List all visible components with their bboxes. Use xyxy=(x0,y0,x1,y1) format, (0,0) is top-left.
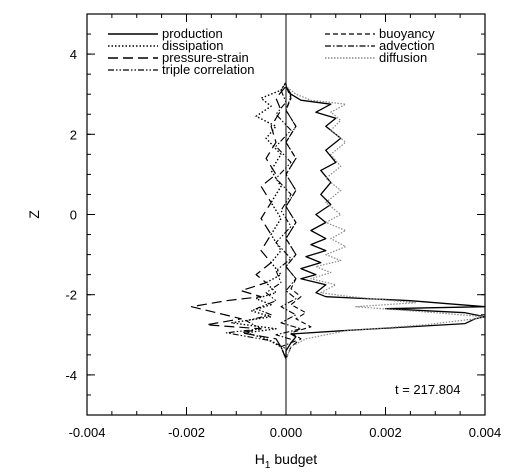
y-tick-label: 4 xyxy=(70,47,77,62)
legend: productiondissipationpressure-straintrip… xyxy=(108,26,435,77)
time-annotation: t = 217.804 xyxy=(395,382,460,397)
series-line-2 xyxy=(190,85,287,360)
series-line-5 xyxy=(275,83,302,360)
y-tick-label: 0 xyxy=(70,208,77,223)
legend-label: pressure-strain xyxy=(162,50,249,65)
series-line-0 xyxy=(285,85,486,359)
x-axis-label: H1 budget xyxy=(255,451,318,471)
y-tick-label: 2 xyxy=(70,127,77,142)
x-tick-label: 0.004 xyxy=(469,425,502,440)
series-lines xyxy=(190,81,486,360)
series-line-3 xyxy=(225,81,292,359)
legend-label: triple correlation xyxy=(162,62,255,77)
y-tick-label: -4 xyxy=(65,368,77,383)
x-tick-label: 0.002 xyxy=(369,425,402,440)
y-axis-label: Z xyxy=(26,210,42,219)
x-tick-label: -0.004 xyxy=(69,425,106,440)
legend-label: advection xyxy=(379,38,435,53)
y-tick-label: -2 xyxy=(65,288,77,303)
x-axis-label-sub: 1 xyxy=(265,460,271,471)
legend-label: diffusion xyxy=(379,50,427,65)
series-line-6 xyxy=(285,85,486,360)
legend-label: buoyancy xyxy=(379,26,435,41)
x-axis-label-suffix: budget xyxy=(270,451,317,467)
tick-marks: -0.004 -0.002 0.000 0.002 0.004 -4 -2 0 2 4 xyxy=(65,13,502,440)
x-tick-label: 0.000 xyxy=(270,425,303,440)
legend-label: production xyxy=(162,26,223,41)
x-axis-label-main: H xyxy=(255,451,265,467)
x-tick-label: -0.002 xyxy=(168,425,205,440)
legend-label: dissipation xyxy=(162,38,223,53)
